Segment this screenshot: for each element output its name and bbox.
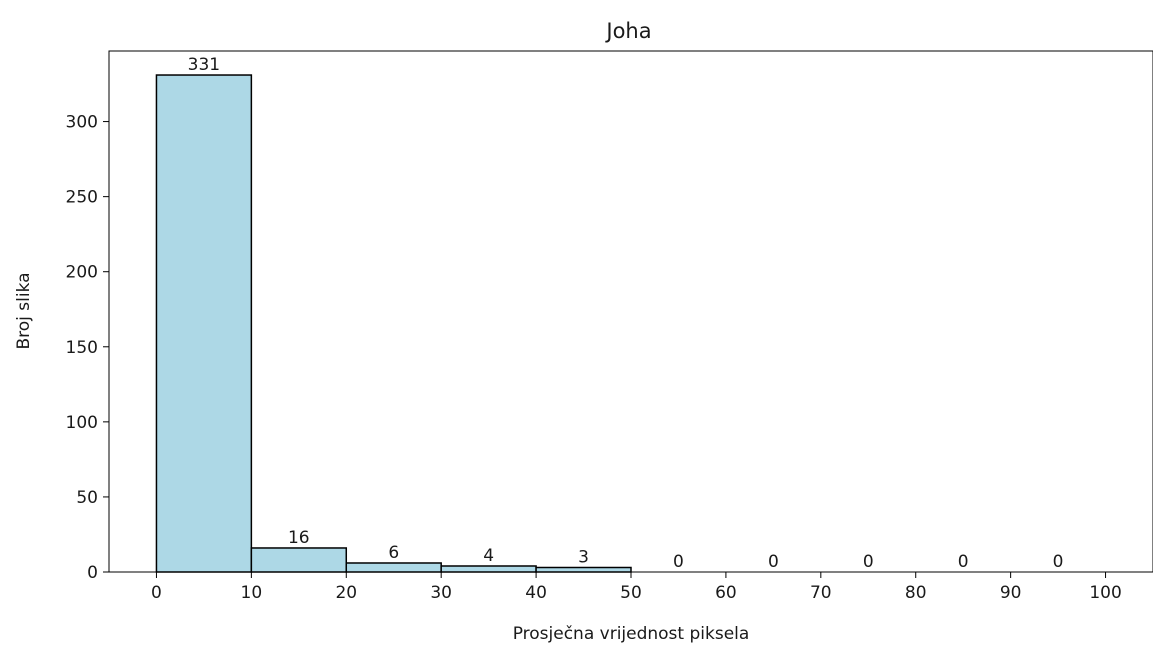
x-tick-label: 0 (151, 583, 162, 603)
y-tick-label: 300 (66, 113, 98, 133)
plot-frame (108, 50, 1153, 573)
histogram-bar (345, 562, 442, 573)
x-axis: 0 10 20 30 40 50 60 70 80 90 100 (151, 572, 1122, 603)
bar-labels-group: 331 16 6 4 3 0 0 0 0 0 (188, 55, 1064, 572)
y-tick-label: 50 (76, 488, 98, 508)
y-tick-label: 150 (66, 338, 98, 358)
x-tick-label: 70 (810, 583, 832, 603)
y-tick-label: 200 (66, 263, 98, 283)
bar-value-label: 0 (958, 552, 969, 572)
bar-value-label: 331 (188, 55, 220, 75)
x-tick-label: 10 (241, 583, 263, 603)
y-axis: 0 50 100 150 200 250 300 (66, 113, 109, 583)
y-tick-label: 100 (66, 413, 98, 433)
histogram-bar (155, 74, 253, 573)
x-tick-label: 20 (335, 583, 357, 603)
x-tick-label: 30 (430, 583, 452, 603)
bar-value-label: 0 (863, 552, 874, 572)
histogram-bar (250, 547, 348, 573)
y-axis-title: Broj slika (14, 272, 34, 349)
bar-value-label: 3 (578, 547, 589, 567)
histogram-bar (535, 566, 632, 573)
y-tick-label: 250 (66, 188, 98, 208)
x-tick-label: 60 (715, 583, 737, 603)
y-tick-label: 0 (87, 563, 98, 583)
bar-value-label: 4 (483, 546, 494, 566)
bar-value-label: 0 (768, 552, 779, 572)
x-tick-label: 40 (525, 583, 547, 603)
bar-value-label: 0 (1053, 552, 1064, 572)
x-axis-title: Prosječna vrijednost piksela (513, 624, 750, 644)
bar-value-label: 16 (288, 528, 310, 548)
chart-title: Joha (604, 19, 651, 43)
bars-group (155, 74, 632, 573)
histogram-bar (440, 565, 537, 573)
x-tick-label: 100 (1089, 583, 1121, 603)
x-tick-label: 50 (620, 583, 642, 603)
bar-value-label: 0 (673, 552, 684, 572)
x-tick-label: 90 (1000, 583, 1022, 603)
x-tick-label: 80 (905, 583, 927, 603)
bar-value-label: 6 (388, 543, 399, 563)
